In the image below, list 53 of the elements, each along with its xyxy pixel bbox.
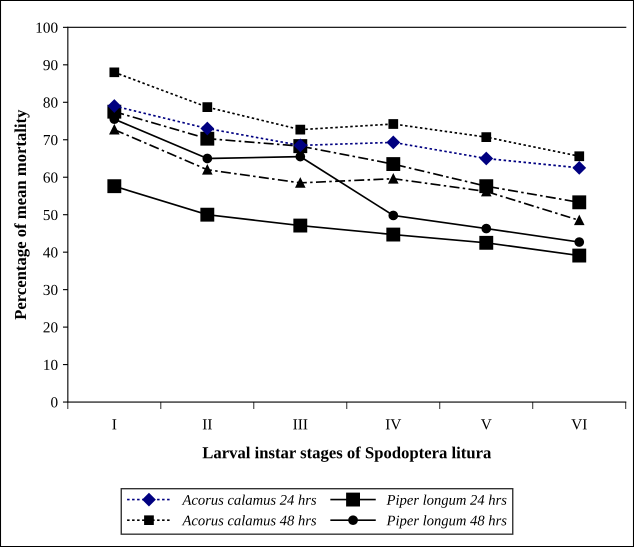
point (574, 215, 584, 226)
point (572, 195, 586, 210)
point (481, 224, 492, 234)
x-tick-label: VI (571, 419, 587, 430)
x-tick-label: V (480, 419, 492, 430)
point (202, 164, 212, 175)
point (386, 157, 400, 172)
point (386, 136, 400, 149)
point (574, 151, 584, 162)
x-axis-title: Larval instar stages of Spodoptera litura (202, 446, 492, 462)
point (295, 178, 306, 188)
x-tick-label: III (293, 419, 308, 430)
y-tick-label: 40 (43, 247, 58, 258)
point (388, 210, 398, 220)
y-tick-label: 20 (44, 322, 58, 333)
point (293, 218, 308, 233)
y-tick-label: 80 (43, 97, 58, 108)
x-tick-label: II (202, 419, 212, 430)
point (572, 161, 586, 174)
point (295, 124, 306, 135)
point (574, 237, 584, 247)
legend-label: Acorus calamus 24 hrs (182, 494, 316, 505)
point (202, 154, 212, 164)
x-tick-label: I (112, 419, 116, 430)
point (481, 132, 492, 142)
y-tick-label: 60 (43, 172, 58, 183)
point (388, 119, 398, 129)
point (200, 208, 214, 222)
legend-label: Piper longum 48 hrs (386, 515, 506, 528)
point (388, 174, 398, 184)
x-tick-label: IV (386, 419, 402, 430)
point (572, 248, 586, 262)
point (200, 132, 214, 146)
point (480, 152, 493, 166)
y-tick-label: 100 (36, 22, 58, 33)
y-tick-label: 0 (51, 397, 58, 408)
y-tick-label: 30 (44, 284, 58, 296)
y-tick-label: 70 (44, 134, 58, 146)
point (107, 179, 122, 194)
point (202, 102, 212, 112)
point (200, 122, 214, 136)
y-tick-label: 90 (43, 60, 58, 70)
y-tick-label: 50 (44, 210, 58, 220)
y-tick-label: 10 (44, 360, 58, 370)
legend-label: Piper longum 24 hrs (386, 494, 506, 508)
point (109, 67, 120, 78)
point (386, 228, 400, 242)
point (479, 236, 494, 250)
point (109, 124, 120, 135)
legend-label: Acorus calamus 48 hrs (182, 515, 316, 526)
point (108, 99, 121, 113)
point (295, 152, 306, 162)
y-axis-title: Percentage of mean mortality (14, 110, 30, 320)
